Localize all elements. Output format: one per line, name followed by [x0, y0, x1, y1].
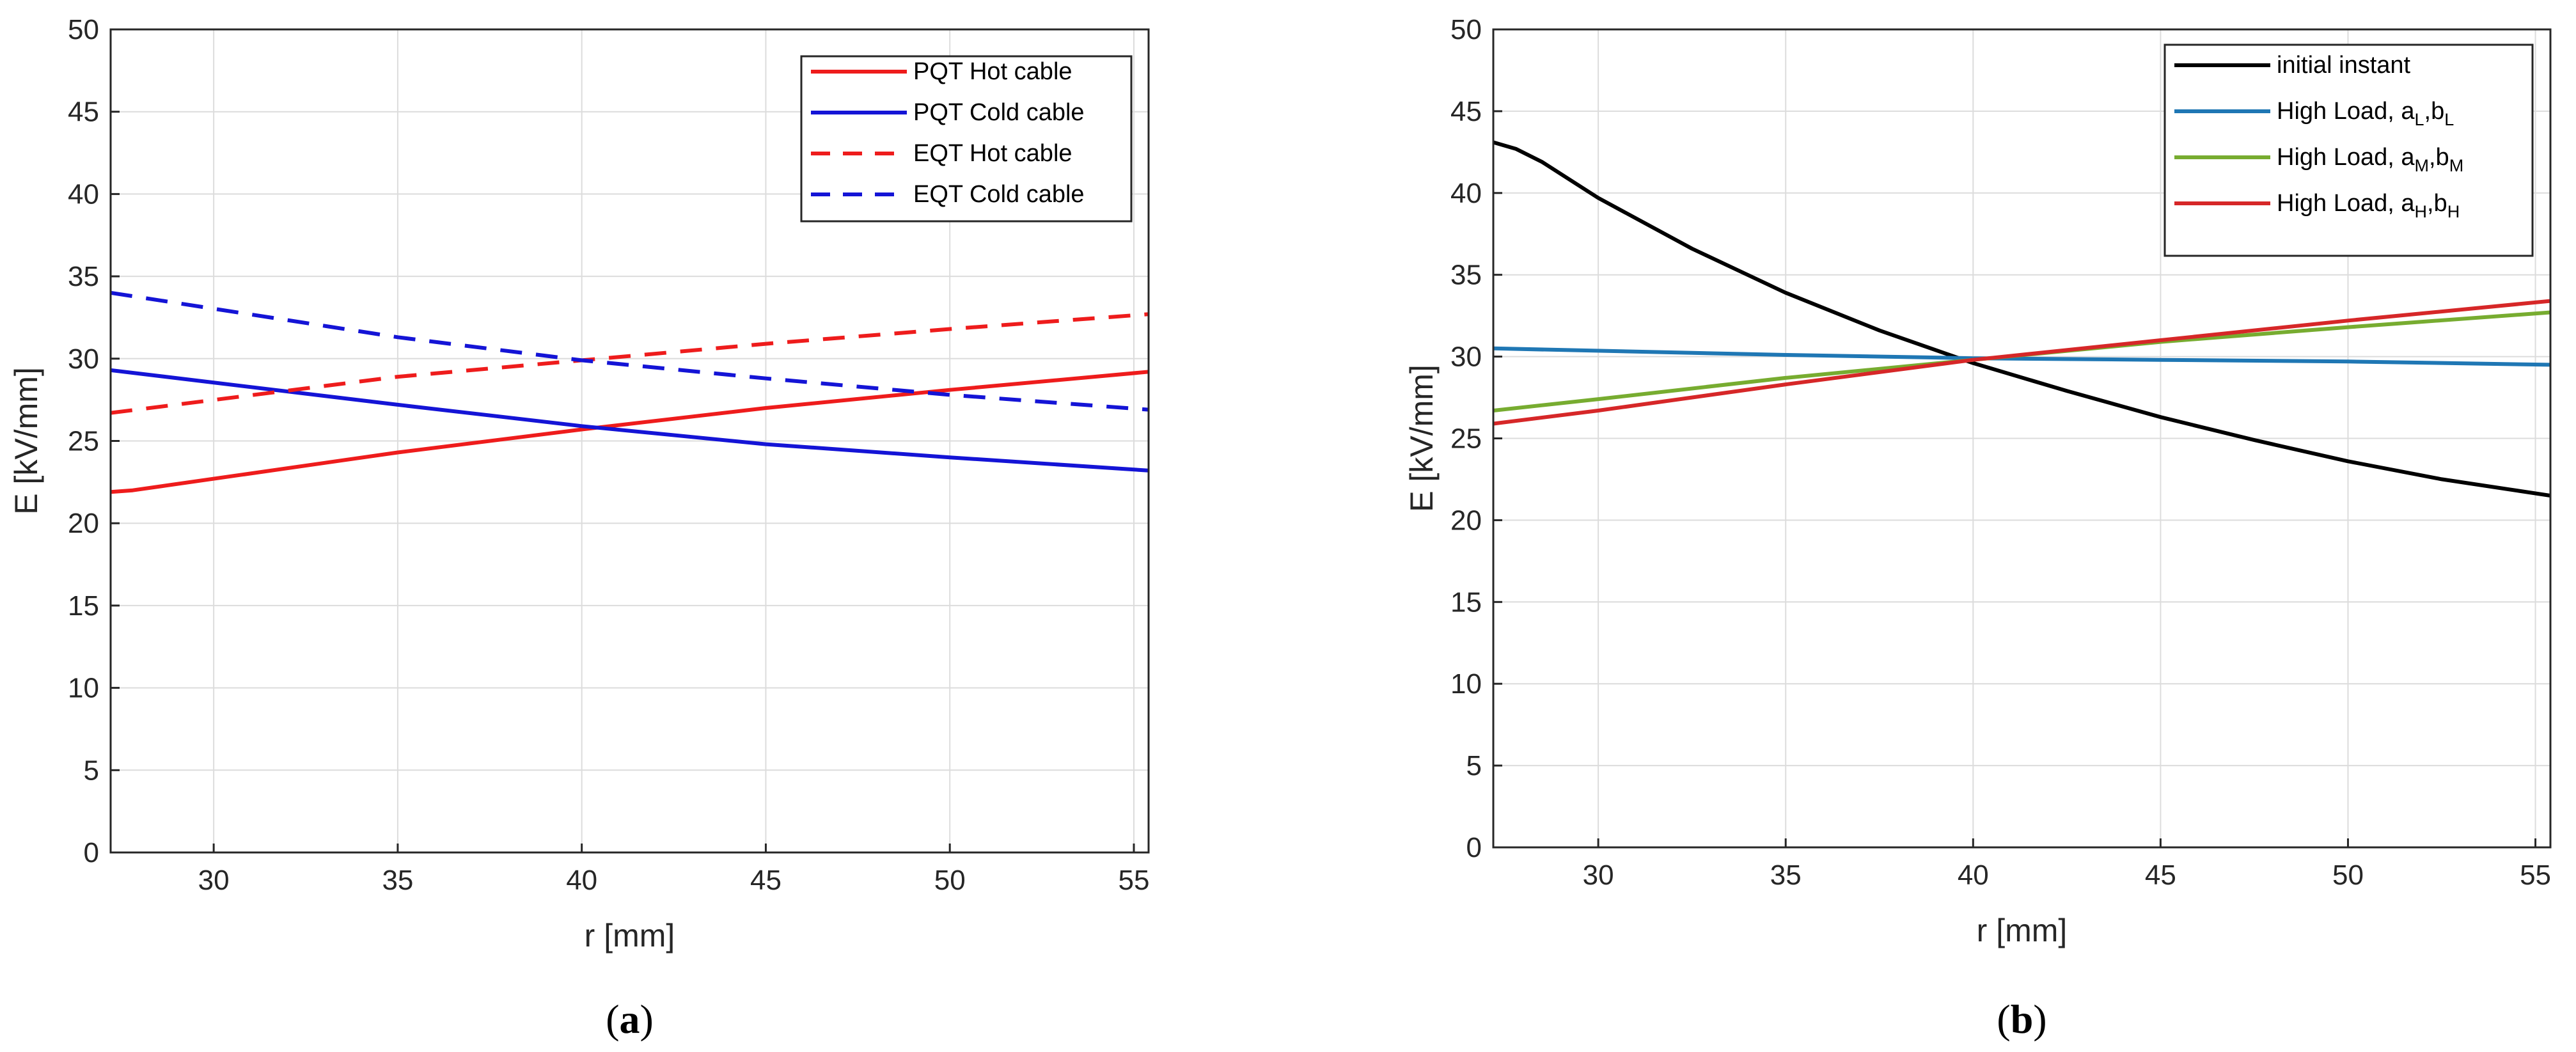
legend-entry-4: EQT Cold cable: [913, 181, 1085, 208]
y-tick-label: 15: [68, 590, 99, 622]
y-tick-label: 15: [1450, 586, 1482, 618]
x-tick-label: 55: [1119, 865, 1150, 896]
y-tick-label: 45: [1450, 96, 1482, 127]
x-axis-label: r [mm]: [585, 918, 675, 954]
y-tick-label: 5: [1466, 750, 1482, 781]
series-line-4: [111, 290, 1149, 412]
y-tick-label: 30: [68, 343, 99, 375]
y-tick-label: 20: [68, 508, 99, 539]
x-tick-label: 40: [1958, 860, 1989, 891]
y-axis-label: E [kV/mm]: [8, 367, 44, 515]
y-tick-label: 0: [1466, 832, 1482, 863]
y-tick-label: 20: [1450, 505, 1482, 536]
x-tick-label: 50: [934, 865, 966, 896]
panel-caption: (b): [1997, 996, 2046, 1042]
legend: PQT Hot cable PQT Cold cable EQT Hot cable…: [800, 55, 1133, 223]
chart-panel-a: 30 35 40 45 50 55 0 5 10 15 20 25 30 35 40 45 50 r [mm] E …: [8, 14, 1150, 1042]
y-tick-label: 10: [68, 673, 99, 704]
y-tick-label: 35: [68, 261, 99, 292]
series-group: [111, 290, 1149, 494]
series-line-1: [1493, 140, 2550, 498]
series-line-1: [111, 370, 1149, 494]
x-tick-label: 30: [1583, 860, 1614, 891]
legend-entry-1: initial instant: [2277, 52, 2411, 79]
series-line-3: [111, 312, 1149, 415]
series-line-2: [111, 368, 1149, 473]
x-axis-label: r [mm]: [1977, 913, 2068, 948]
y-tick-label: 45: [68, 97, 99, 128]
x-tick-label: 40: [566, 865, 597, 896]
legend-entry-3: High Load, aM,bM: [2277, 144, 2463, 175]
x-tick-label: 45: [750, 865, 781, 896]
y-tick-label: 40: [1450, 178, 1482, 209]
legend: initial instant High Load, aL,bL High Load…: [2164, 43, 2534, 257]
y-tick-label: 25: [68, 426, 99, 457]
y-tick-label: 25: [1450, 423, 1482, 455]
series-line-4: [1493, 299, 2550, 426]
x-tick-label: 50: [2332, 860, 2364, 891]
y-axis-label: E [kV/mm]: [1404, 365, 1440, 512]
x-tick-label: 55: [2520, 860, 2551, 891]
legend-box: [2164, 43, 2534, 257]
chart-panel-b: 30 35 40 45 50 55 0 5 10 15 20 25 30 35 40 45 50 r [mm] E …: [1404, 14, 2552, 1042]
legend-entry-2: PQT Cold cable: [913, 99, 1085, 126]
legend-entry-3: EQT Hot cable: [913, 140, 1072, 167]
series-line-2: [1493, 346, 2550, 367]
y-tick-label: 40: [68, 178, 99, 210]
y-tick-label: 5: [84, 755, 99, 786]
legend-entry-4: High Load, aH,bH: [2277, 190, 2460, 221]
x-tick-label: 35: [382, 865, 413, 896]
legend-entry-2: High Load, aL,bL: [2277, 98, 2454, 129]
y-tick-label: 50: [1450, 14, 1482, 45]
legend-entry-1: PQT Hot cable: [913, 58, 1072, 85]
y-tick-label: 10: [1450, 668, 1482, 700]
series-group: [1493, 140, 2550, 498]
x-tick-label: 30: [198, 865, 230, 896]
y-tick-label: 0: [84, 837, 99, 868]
panel-caption: (a): [606, 996, 654, 1042]
x-tick-label: 45: [2145, 860, 2176, 891]
y-tick-label: 35: [1450, 260, 1482, 291]
y-tick-label: 30: [1450, 342, 1482, 373]
x-tick-label: 35: [1770, 860, 1802, 891]
y-tick-label: 50: [68, 14, 99, 45]
